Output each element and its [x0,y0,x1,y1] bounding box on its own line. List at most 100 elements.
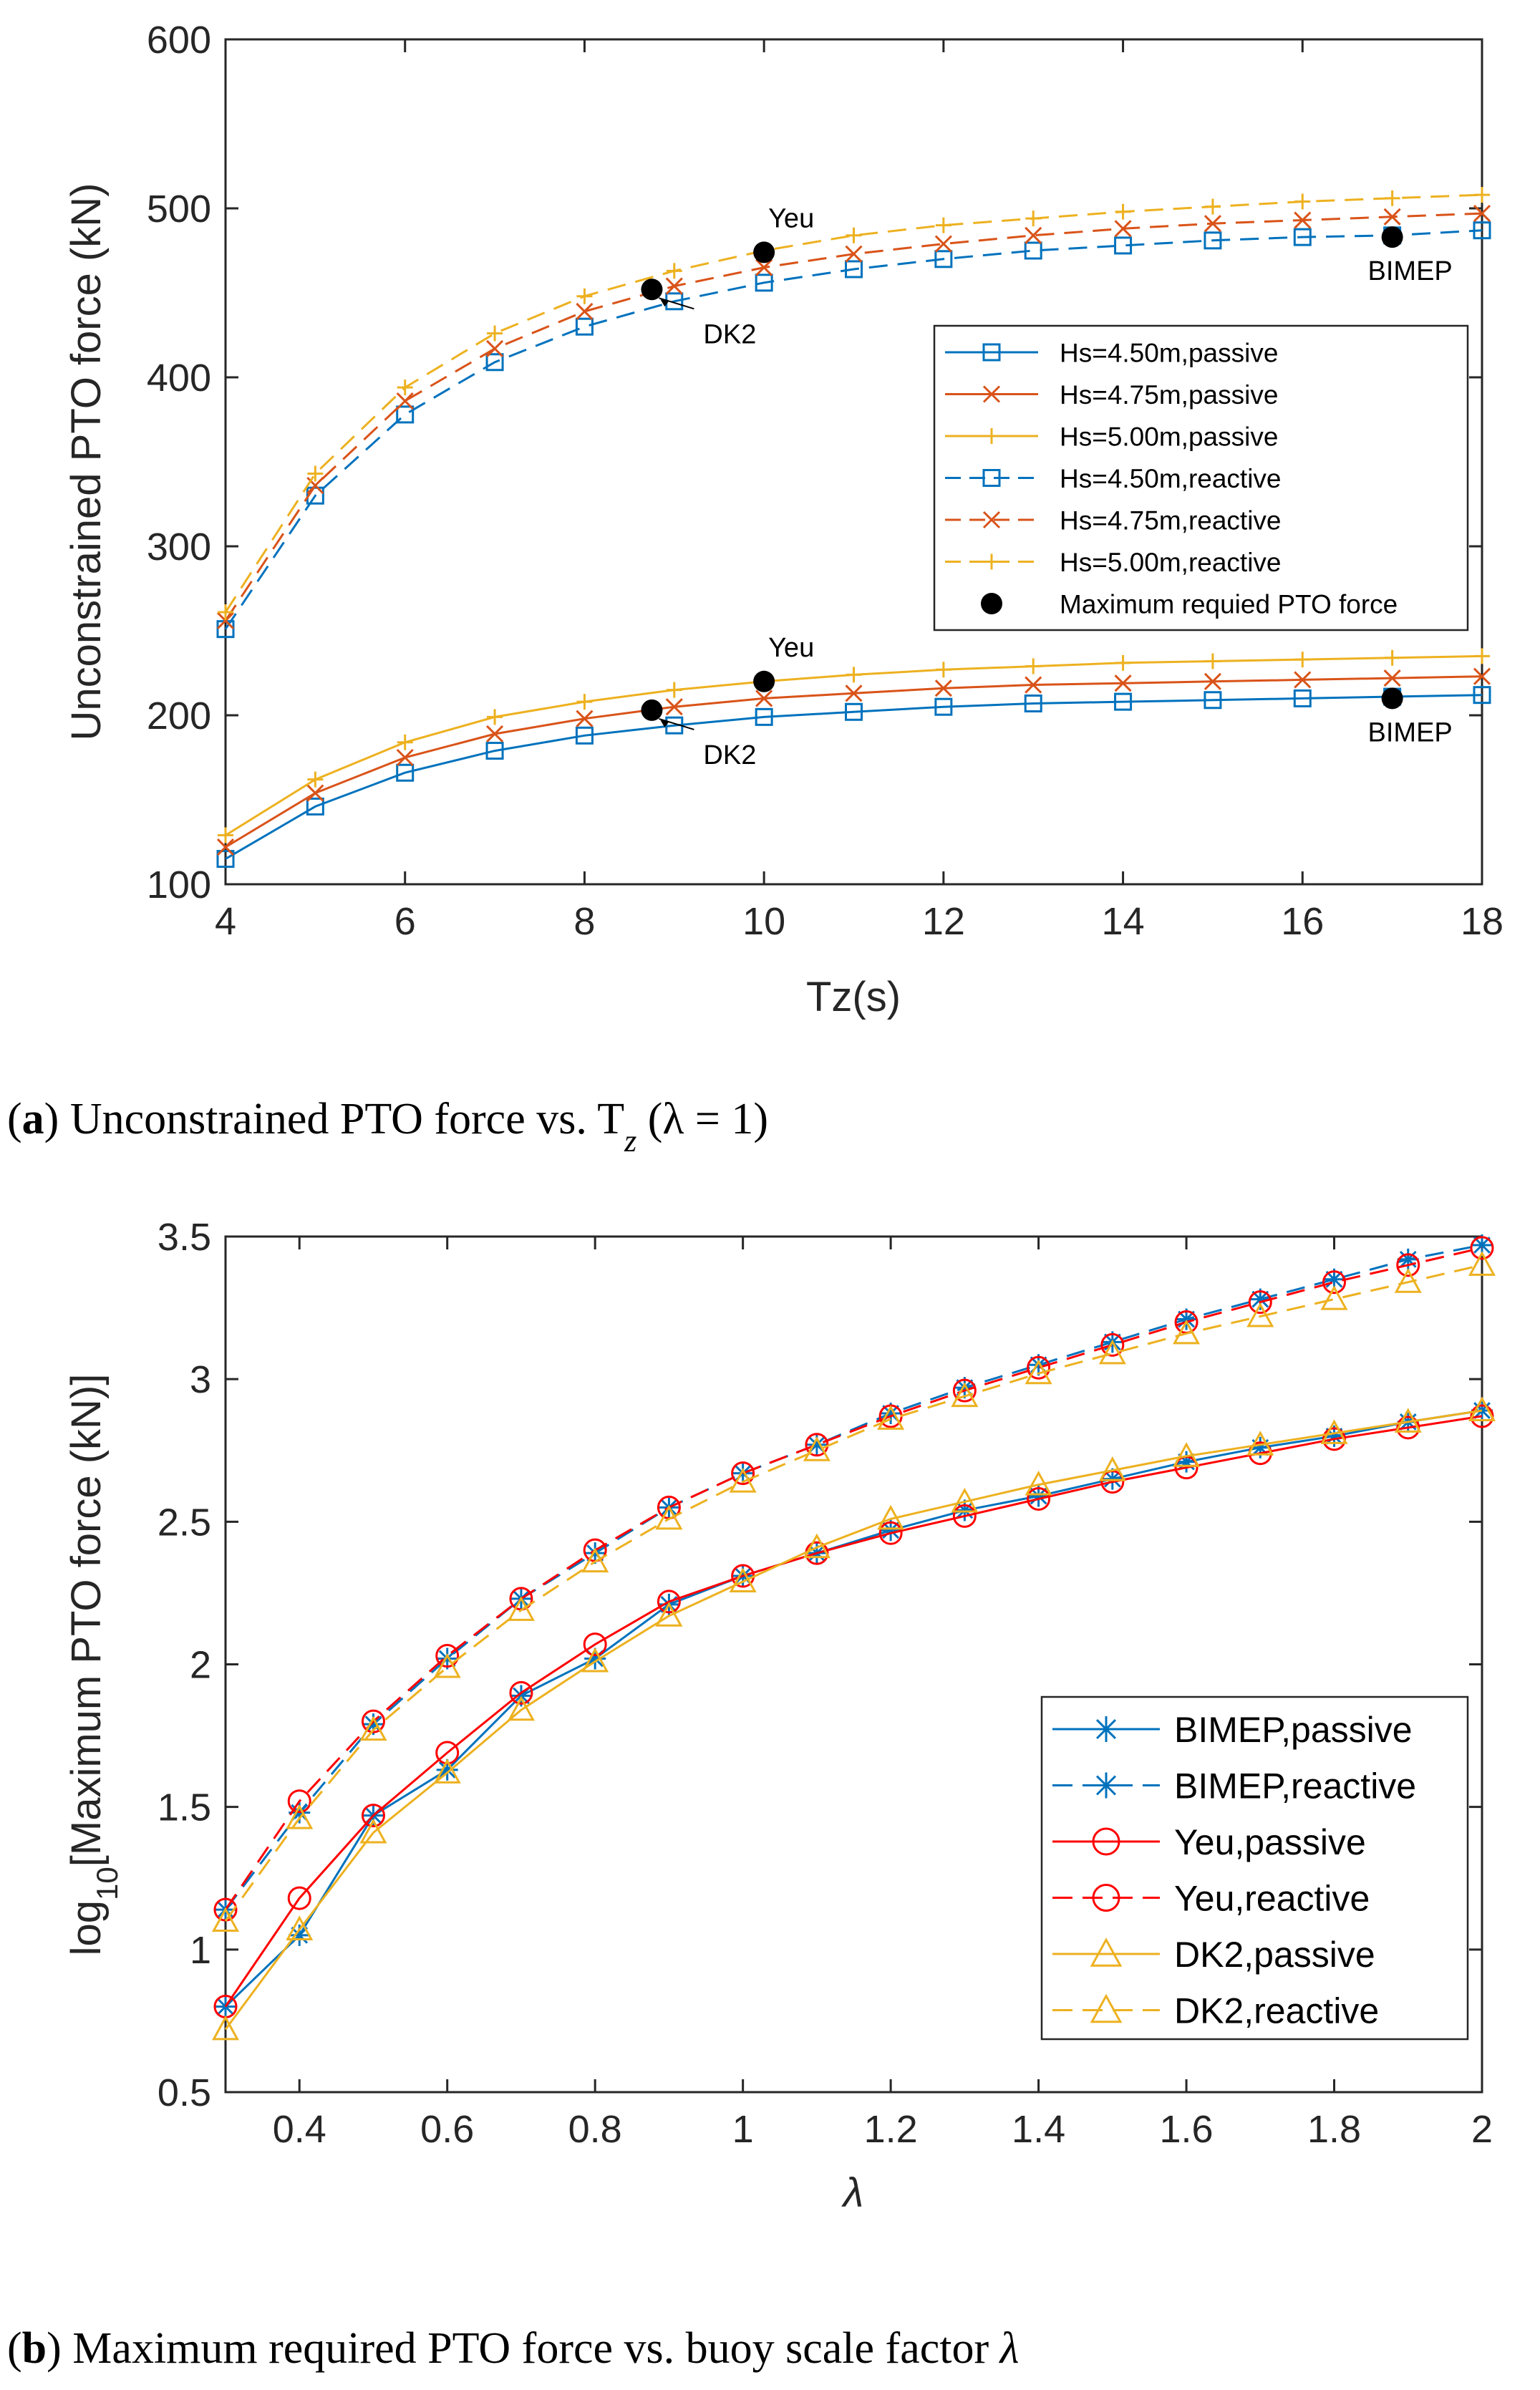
chart-a-point-hs-5-00m-passive [397,734,413,750]
chart-b-point-dk2-passive [655,1602,683,1627]
chart-b-point-dk2-passive [581,1647,609,1673]
chart-b-point-bimep-passive [1027,1485,1050,1507]
chart-b-point-bimep-passive [1101,1468,1123,1490]
chart-a-max-point-label-yeu: Yeu [768,633,814,663]
chart-a-caption-sub: z [624,1123,636,1158]
chart-b-point-dk2-passive [1320,1419,1348,1444]
chart-b-point-yeu-passive [583,1632,607,1657]
chart-b-legend-label-dk2-passive: DK2,passive [1174,1935,1375,1975]
chart-b-point-dk2-passive [286,1915,314,1940]
chart-b-point-dk2-reactive [877,1405,905,1430]
chart-b-legend-label-bimep-passive: BIMEP,passive [1174,1710,1413,1750]
chart-a-xtick-label: 8 [573,900,595,943]
chart-b-xtick-label: 1.6 [1160,2108,1214,2151]
chart-a-point-hs-4-75m-passive [576,710,594,727]
chart-b-point-dk2-passive [1246,1431,1274,1456]
chart-b-point-bimep-passive [436,1758,458,1781]
chart-a-point-hs-4-75m-reactive [845,245,863,263]
chart-b-ytick-label: 0.5 [158,2071,211,2114]
chart-b-ylabel-prefix: log [63,1900,110,1955]
chart-a-legend-label-hs-4-50m-reactive: Hs=4.50m,reactive [1060,464,1282,493]
chart-b-ylabel-rest: [Maximum PTO force (kN)] [63,1374,110,1867]
chart-a-point-hs-4-75m-passive [1114,674,1132,692]
chart-a-point-hs-4-50m-passive [1024,694,1042,712]
chart-a-xtick-label: 14 [1102,900,1145,943]
chart-a-point-hs-4-75m-reactive [216,611,235,629]
chart-b-point-yeu-passive [952,1504,977,1528]
chart-a-legend-marker-hs-4-50m-passive [982,343,1001,362]
chart-b-point-bimep-passive [289,1924,311,1946]
chart-b-point-yeu-reactive [731,1461,755,1486]
chart-b-legend-label-dk2-reactive: DK2,reactive [1174,1991,1379,2031]
chart-a-caption: (a) Unconstrained PTO force vs. Tz (λ = … [7,1095,768,1158]
chart-b-point-yeu-passive [287,1886,311,1910]
chart-b-legend-marker-dk2-passive [1090,1937,1123,1967]
chart-b-point-yeu-passive [1027,1486,1051,1511]
chart-a-point-hs-4-75m-reactive [1204,215,1221,233]
chart-b-point-dk2-passive [803,1533,830,1559]
chart-b-point-dk2-reactive [1468,1251,1496,1276]
chart-a-max-point-dk2 [641,279,663,301]
chart-a-point-hs-5-00m-reactive [487,325,503,342]
chart-a-point-hs-4-50m-passive [934,697,953,716]
chart-a-point-hs-5-00m-reactive [846,227,862,243]
chart-b-xtick-label: 0.8 [568,2108,622,2151]
chart-a-xtick-label: 4 [215,900,236,943]
chart-a-legend-label-max-required: Maximum requied PTO force [1060,589,1398,619]
chart-a-series-line-hs-4-50m-passive [225,694,1483,860]
chart-b-point-bimep-reactive [1397,1248,1419,1270]
chart-b-point-dk2-reactive [359,1716,387,1741]
chart-b-series-line-yeu-passive [224,1415,1483,2008]
chart-b-point-bimep-reactive [880,1402,902,1424]
chart-a-legend-marker-hs-4-75m-reactive [982,511,1001,529]
chart-b-series-line-bimep-passive [224,1409,1483,2008]
chart-b-point-bimep-passive [510,1685,532,1707]
chart-a-legend: Hs=4.50m,passive Hs=4.75m,passive Hs=5.00m… [933,324,1469,632]
chart-a-point-hs-5-00m-reactive [218,604,233,621]
chart-a-point-hs-4-50m-passive [396,763,415,782]
chart-b-point-dk2-reactive [951,1382,979,1408]
chart-b-point-dk2-reactive [803,1436,830,1461]
chart-b-legend: BIMEP,passive BIMEP,reactive Yeu,passive Ye… [1040,1695,1469,2041]
chart-a-legend-marker-hs-4-75m-passive [982,385,1001,403]
chart-a-point-hs-5-00m-reactive [1204,198,1221,215]
chart-a-point-hs-4-75m-reactive [1025,226,1042,244]
chart-b-point-yeu-reactive [361,1709,385,1733]
chart-a-legend-marker-hs-5-00m-reactive [984,553,999,570]
chart-a-point-hs-4-50m-reactive [396,405,415,424]
chart-a-point-hs-5-00m-reactive [935,217,951,233]
chart-a-caption-letter: a [22,1095,44,1143]
chart-a-point-hs-5-00m-reactive [1025,211,1042,227]
chart-b-point-dk2-passive [507,1695,535,1721]
chart-b-point-dk2-passive [729,1567,757,1592]
chart-a-max-point-dk2 [641,699,663,721]
chart-b-point-bimep-reactive [954,1377,976,1399]
chart-b-point-dk2-passive [877,1504,905,1530]
chart-a-point-hs-4-50m-passive [1473,686,1491,705]
chart-a-point-hs-5-00m-reactive [307,465,324,482]
chart-a-annotation-arrowhead [660,720,669,727]
chart-a-point-hs-5-00m-passive [1474,648,1490,664]
chart-a-point-hs-5-00m-reactive [397,379,413,396]
chart-a-point-hs-4-75m-reactive [665,277,683,295]
chart-a-point-hs-5-00m-passive [218,827,233,843]
chart-b-legend-marker-yeu-passive [1092,1827,1120,1856]
chart-a-point-hs-5-00m-reactive [666,263,682,279]
chart-a-max-point-label-dk2: DK2 [703,740,756,770]
chart-b-point-yeu-passive [435,1741,460,1765]
chart-b-point-bimep-reactive [1027,1354,1050,1376]
chart-b-point-dk2-reactive [729,1467,757,1493]
chart-a-max-point-bimep [1381,687,1403,710]
chart-b-ylabel: log10[Maximum PTO force (kN)] [63,1374,124,1956]
chart-a-point-hs-4-75m-passive [1473,667,1491,685]
chart-b-point-dk2-reactive [433,1653,461,1678]
chart-b-point-dk2-reactive [1098,1339,1126,1365]
chart-a-max-point-label-bimep: BIMEP [1368,256,1453,286]
chart-b-point-bimep-reactive [436,1648,458,1670]
chart-b-point-dk2-passive [1173,1442,1201,1467]
chart-b-series-line-yeu-reactive [224,1247,1483,1910]
chart-a-point-hs-4-50m-passive [575,726,594,745]
chart-a-point-hs-4-50m-reactive [1473,221,1491,240]
chart-a-point-hs-4-50m-passive [1114,692,1133,711]
